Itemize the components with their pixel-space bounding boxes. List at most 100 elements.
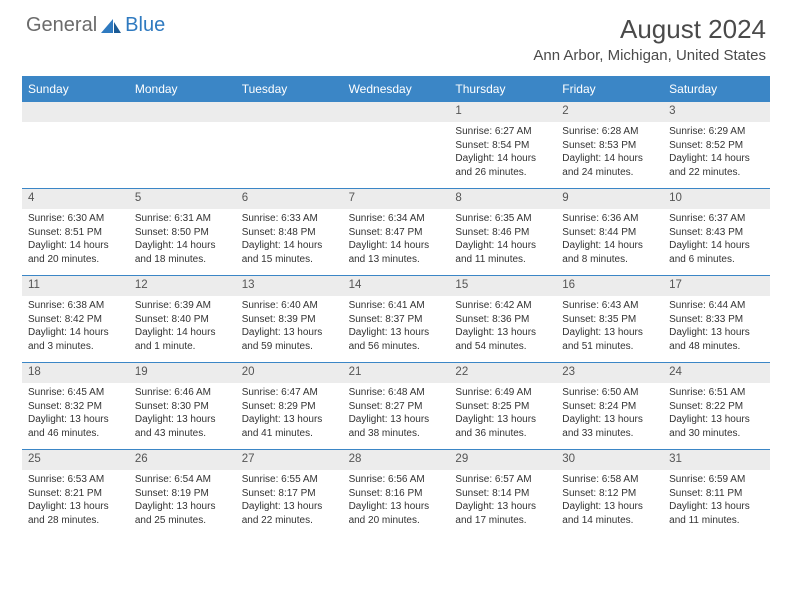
date-number: 10 <box>663 189 770 209</box>
week-row: 18Sunrise: 6:45 AMSunset: 8:32 PMDayligh… <box>22 362 770 449</box>
sunrise-text: Sunrise: 6:30 AM <box>28 212 123 226</box>
sunrise-text: Sunrise: 6:44 AM <box>669 299 764 313</box>
title-block: August 2024 Ann Arbor, Michigan, United … <box>533 14 766 64</box>
cell-body: Sunrise: 6:51 AMSunset: 8:22 PMDaylight:… <box>663 383 770 444</box>
calendar-cell: 22Sunrise: 6:49 AMSunset: 8:25 PMDayligh… <box>449 363 556 449</box>
date-number: 19 <box>129 363 236 383</box>
calendar: Sunday Monday Tuesday Wednesday Thursday… <box>22 76 770 536</box>
calendar-cell: 6Sunrise: 6:33 AMSunset: 8:48 PMDaylight… <box>236 189 343 275</box>
sunset-text: Sunset: 8:30 PM <box>135 400 230 414</box>
calendar-cell: 12Sunrise: 6:39 AMSunset: 8:40 PMDayligh… <box>129 276 236 362</box>
date-number: 17 <box>663 276 770 296</box>
calendar-cell <box>343 102 450 188</box>
calendar-cell: 13Sunrise: 6:40 AMSunset: 8:39 PMDayligh… <box>236 276 343 362</box>
sunrise-text: Sunrise: 6:37 AM <box>669 212 764 226</box>
cell-body: Sunrise: 6:31 AMSunset: 8:50 PMDaylight:… <box>129 209 236 270</box>
cell-body: Sunrise: 6:50 AMSunset: 8:24 PMDaylight:… <box>556 383 663 444</box>
cell-body: Sunrise: 6:55 AMSunset: 8:17 PMDaylight:… <box>236 470 343 531</box>
calendar-cell: 27Sunrise: 6:55 AMSunset: 8:17 PMDayligh… <box>236 450 343 536</box>
daylight-text: Daylight: 14 hours and 20 minutes. <box>28 239 123 266</box>
daylight-text: Daylight: 13 hours and 38 minutes. <box>349 413 444 440</box>
calendar-cell: 15Sunrise: 6:42 AMSunset: 8:36 PMDayligh… <box>449 276 556 362</box>
cell-body: Sunrise: 6:56 AMSunset: 8:16 PMDaylight:… <box>343 470 450 531</box>
cell-body: Sunrise: 6:59 AMSunset: 8:11 PMDaylight:… <box>663 470 770 531</box>
sunrise-text: Sunrise: 6:56 AM <box>349 473 444 487</box>
day-header-cell: Monday <box>129 78 236 101</box>
sunset-text: Sunset: 8:35 PM <box>562 313 657 327</box>
sunset-text: Sunset: 8:25 PM <box>455 400 550 414</box>
calendar-cell: 9Sunrise: 6:36 AMSunset: 8:44 PMDaylight… <box>556 189 663 275</box>
calendar-cell: 5Sunrise: 6:31 AMSunset: 8:50 PMDaylight… <box>129 189 236 275</box>
daylight-text: Daylight: 13 hours and 17 minutes. <box>455 500 550 527</box>
date-number: 26 <box>129 450 236 470</box>
sunset-text: Sunset: 8:39 PM <box>242 313 337 327</box>
cell-body: Sunrise: 6:35 AMSunset: 8:46 PMDaylight:… <box>449 209 556 270</box>
calendar-cell: 29Sunrise: 6:57 AMSunset: 8:14 PMDayligh… <box>449 450 556 536</box>
date-number: 2 <box>556 102 663 122</box>
cell-body: Sunrise: 6:54 AMSunset: 8:19 PMDaylight:… <box>129 470 236 531</box>
date-number: 9 <box>556 189 663 209</box>
calendar-cell: 21Sunrise: 6:48 AMSunset: 8:27 PMDayligh… <box>343 363 450 449</box>
daylight-text: Daylight: 13 hours and 33 minutes. <box>562 413 657 440</box>
daylight-text: Daylight: 14 hours and 22 minutes. <box>669 152 764 179</box>
daylight-text: Daylight: 14 hours and 13 minutes. <box>349 239 444 266</box>
sunset-text: Sunset: 8:36 PM <box>455 313 550 327</box>
cell-body <box>129 122 236 129</box>
date-number: 4 <box>22 189 129 209</box>
cell-body: Sunrise: 6:37 AMSunset: 8:43 PMDaylight:… <box>663 209 770 270</box>
calendar-cell: 19Sunrise: 6:46 AMSunset: 8:30 PMDayligh… <box>129 363 236 449</box>
day-header-cell: Thursday <box>449 78 556 101</box>
cell-body: Sunrise: 6:34 AMSunset: 8:47 PMDaylight:… <box>343 209 450 270</box>
date-number: 30 <box>556 450 663 470</box>
calendar-cell: 14Sunrise: 6:41 AMSunset: 8:37 PMDayligh… <box>343 276 450 362</box>
sunrise-text: Sunrise: 6:54 AM <box>135 473 230 487</box>
sunset-text: Sunset: 8:29 PM <box>242 400 337 414</box>
daylight-text: Daylight: 13 hours and 28 minutes. <box>28 500 123 527</box>
date-number: 16 <box>556 276 663 296</box>
week-row: 4Sunrise: 6:30 AMSunset: 8:51 PMDaylight… <box>22 188 770 275</box>
daylight-text: Daylight: 14 hours and 6 minutes. <box>669 239 764 266</box>
calendar-cell: 30Sunrise: 6:58 AMSunset: 8:12 PMDayligh… <box>556 450 663 536</box>
sunrise-text: Sunrise: 6:28 AM <box>562 125 657 139</box>
cell-body: Sunrise: 6:28 AMSunset: 8:53 PMDaylight:… <box>556 122 663 183</box>
daylight-text: Daylight: 13 hours and 48 minutes. <box>669 326 764 353</box>
logo-sail-icon <box>99 17 123 35</box>
cell-body: Sunrise: 6:40 AMSunset: 8:39 PMDaylight:… <box>236 296 343 357</box>
daylight-text: Daylight: 13 hours and 54 minutes. <box>455 326 550 353</box>
sunrise-text: Sunrise: 6:39 AM <box>135 299 230 313</box>
daylight-text: Daylight: 14 hours and 8 minutes. <box>562 239 657 266</box>
sunset-text: Sunset: 8:11 PM <box>669 487 764 501</box>
daylight-text: Daylight: 13 hours and 30 minutes. <box>669 413 764 440</box>
sunrise-text: Sunrise: 6:27 AM <box>455 125 550 139</box>
date-number: 12 <box>129 276 236 296</box>
calendar-cell: 3Sunrise: 6:29 AMSunset: 8:52 PMDaylight… <box>663 102 770 188</box>
daylight-text: Daylight: 13 hours and 22 minutes. <box>242 500 337 527</box>
calendar-cell: 8Sunrise: 6:35 AMSunset: 8:46 PMDaylight… <box>449 189 556 275</box>
calendar-cell: 31Sunrise: 6:59 AMSunset: 8:11 PMDayligh… <box>663 450 770 536</box>
cell-body: Sunrise: 6:53 AMSunset: 8:21 PMDaylight:… <box>22 470 129 531</box>
daylight-text: Daylight: 13 hours and 11 minutes. <box>669 500 764 527</box>
sunset-text: Sunset: 8:14 PM <box>455 487 550 501</box>
sunrise-text: Sunrise: 6:50 AM <box>562 386 657 400</box>
sunrise-text: Sunrise: 6:46 AM <box>135 386 230 400</box>
sunrise-text: Sunrise: 6:51 AM <box>669 386 764 400</box>
date-number: 5 <box>129 189 236 209</box>
sunset-text: Sunset: 8:37 PM <box>349 313 444 327</box>
cell-body: Sunrise: 6:36 AMSunset: 8:44 PMDaylight:… <box>556 209 663 270</box>
cell-body: Sunrise: 6:49 AMSunset: 8:25 PMDaylight:… <box>449 383 556 444</box>
cell-body: Sunrise: 6:47 AMSunset: 8:29 PMDaylight:… <box>236 383 343 444</box>
day-header-cell: Tuesday <box>236 78 343 101</box>
daylight-text: Daylight: 13 hours and 14 minutes. <box>562 500 657 527</box>
date-number: 27 <box>236 450 343 470</box>
cell-body <box>236 122 343 129</box>
date-number <box>343 102 450 122</box>
sunset-text: Sunset: 8:12 PM <box>562 487 657 501</box>
calendar-cell: 20Sunrise: 6:47 AMSunset: 8:29 PMDayligh… <box>236 363 343 449</box>
date-number: 25 <box>22 450 129 470</box>
calendar-cell: 25Sunrise: 6:53 AMSunset: 8:21 PMDayligh… <box>22 450 129 536</box>
sunset-text: Sunset: 8:47 PM <box>349 226 444 240</box>
sunrise-text: Sunrise: 6:29 AM <box>669 125 764 139</box>
cell-body: Sunrise: 6:33 AMSunset: 8:48 PMDaylight:… <box>236 209 343 270</box>
cell-body: Sunrise: 6:30 AMSunset: 8:51 PMDaylight:… <box>22 209 129 270</box>
sunset-text: Sunset: 8:32 PM <box>28 400 123 414</box>
